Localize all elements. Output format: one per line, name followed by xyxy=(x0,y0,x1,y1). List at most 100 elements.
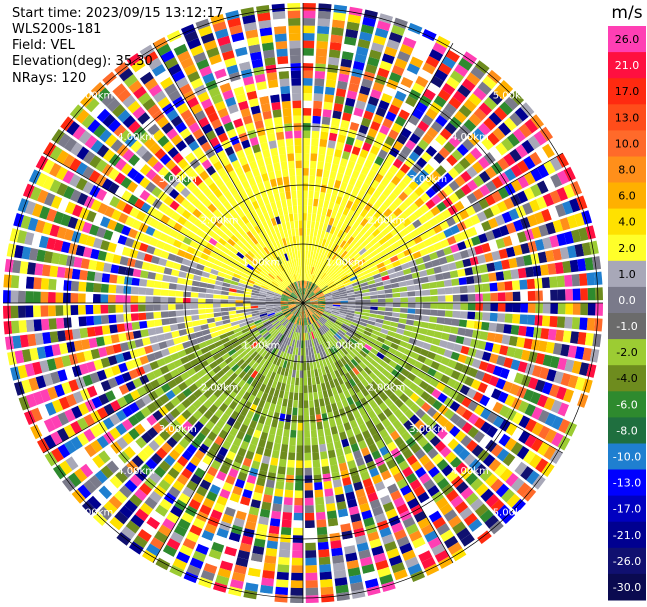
velocity-cell xyxy=(305,280,308,289)
velocity-cell xyxy=(542,354,553,367)
velocity-cell xyxy=(318,280,325,287)
velocity-cell xyxy=(325,435,333,444)
velocity-cell xyxy=(75,162,88,176)
velocity-cell xyxy=(303,235,306,244)
velocity-cell xyxy=(146,320,155,328)
velocity-cell xyxy=(72,125,86,140)
velocity-cell xyxy=(237,316,246,321)
velocity-cell xyxy=(237,282,246,288)
velocity-cell xyxy=(246,474,257,485)
velocity-cell xyxy=(381,275,390,281)
velocity-cell xyxy=(381,53,395,65)
velocity-cell xyxy=(117,89,132,103)
velocity-cell xyxy=(227,334,237,341)
velocity-cell xyxy=(70,189,82,203)
velocity-cell xyxy=(559,217,571,231)
velocity-cell xyxy=(435,497,449,510)
velocity-cell xyxy=(305,288,309,296)
velocity-cell xyxy=(554,261,564,274)
velocity-cell xyxy=(200,98,213,110)
velocity-cell xyxy=(281,280,288,288)
velocity-cell xyxy=(380,270,389,277)
velocity-cell xyxy=(206,288,214,294)
velocity-cell xyxy=(317,307,325,311)
velocity-cell xyxy=(351,114,362,125)
velocity-cell xyxy=(264,278,272,285)
velocity-cell xyxy=(519,314,528,325)
velocity-cell xyxy=(345,314,354,319)
velocity-cell xyxy=(311,138,319,147)
velocity-cell xyxy=(304,273,306,281)
velocity-cell xyxy=(431,182,442,194)
velocity-cell xyxy=(495,378,507,390)
velocity-cell xyxy=(420,192,431,203)
velocity-cell xyxy=(252,315,261,320)
velocity-cell xyxy=(203,389,213,399)
colorbar-swatch xyxy=(608,339,646,366)
velocity-cell xyxy=(262,318,270,324)
velocity-cell xyxy=(333,323,341,330)
velocity-cell xyxy=(211,61,225,72)
velocity-cell xyxy=(426,127,439,139)
colorbar-swatch xyxy=(608,78,646,105)
velocity-cell xyxy=(406,454,418,466)
velocity-cell xyxy=(452,252,462,261)
velocity-cell xyxy=(278,264,284,272)
velocity-cell xyxy=(541,277,551,289)
velocity-cell xyxy=(56,150,69,165)
velocity-cell xyxy=(305,580,318,588)
velocity-cell xyxy=(330,426,338,435)
velocity-cell xyxy=(224,57,237,68)
velocity-cell xyxy=(319,571,333,580)
velocity-cell xyxy=(262,110,272,120)
velocity-cell xyxy=(216,276,225,282)
velocity-cell xyxy=(306,280,309,289)
velocity-cell xyxy=(310,304,318,307)
velocity-cell xyxy=(314,260,319,268)
velocity-cell xyxy=(99,129,112,143)
velocity-cell xyxy=(80,92,95,108)
velocity-cell xyxy=(86,326,96,338)
velocity-cell xyxy=(48,305,56,317)
velocity-cell xyxy=(146,245,156,255)
azimuth-spoke xyxy=(302,152,563,304)
velocity-cell xyxy=(185,152,196,164)
velocity-cell xyxy=(503,153,516,167)
velocity-cell xyxy=(356,131,366,142)
velocity-cell xyxy=(556,170,570,185)
velocity-cell xyxy=(345,491,356,501)
velocity-cell xyxy=(289,267,294,275)
velocity-cell xyxy=(250,258,259,266)
velocity-cell xyxy=(424,210,435,221)
velocity-cell xyxy=(303,310,305,318)
velocity-cell xyxy=(199,319,208,325)
velocity-cell xyxy=(337,188,345,198)
velocity-cell xyxy=(202,247,212,256)
velocity-cell xyxy=(312,123,321,132)
velocity-cell xyxy=(118,362,128,373)
velocity-cell xyxy=(163,454,176,467)
velocity-cell xyxy=(232,202,241,212)
velocity-cell xyxy=(276,366,283,375)
velocity-cell xyxy=(487,217,499,229)
velocity-cell xyxy=(153,311,162,319)
velocity-cell xyxy=(208,394,218,404)
velocity-cell xyxy=(430,303,439,309)
velocity-cell xyxy=(180,371,190,381)
velocity-cell xyxy=(303,297,309,303)
velocity-cell xyxy=(549,356,560,369)
velocity-cell xyxy=(196,369,206,378)
colorbar-swatch xyxy=(608,208,646,236)
velocity-cell xyxy=(492,227,503,239)
velocity-cell xyxy=(203,176,214,187)
velocity-cell xyxy=(536,164,550,179)
velocity-cell xyxy=(274,310,282,314)
velocity-cell xyxy=(365,436,375,447)
velocity-cell xyxy=(297,190,303,199)
velocity-cell xyxy=(499,101,513,116)
velocity-cell xyxy=(288,298,296,302)
velocity-cell xyxy=(51,399,64,413)
velocity-cell xyxy=(443,141,456,154)
velocity-cell xyxy=(406,63,420,75)
velocity-cell xyxy=(24,200,36,215)
